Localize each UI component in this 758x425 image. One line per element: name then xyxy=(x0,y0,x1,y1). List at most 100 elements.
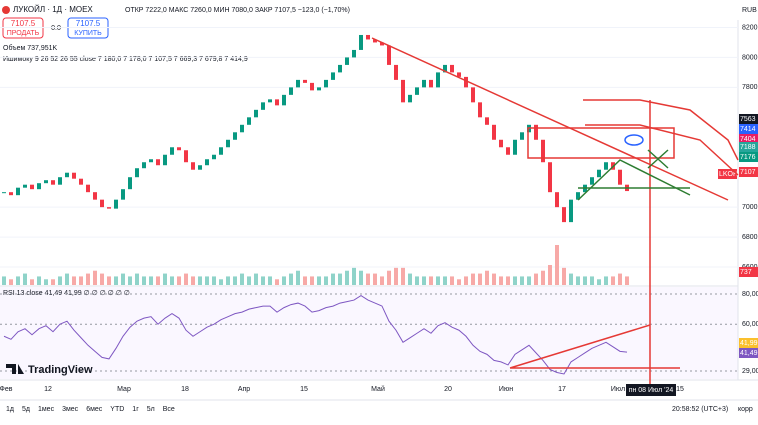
volume-bar xyxy=(51,279,55,285)
sell-button[interactable] xyxy=(2,17,44,39)
volume-bar xyxy=(429,276,433,285)
volume-bar xyxy=(583,276,587,285)
candle xyxy=(604,162,608,170)
price-label-box xyxy=(739,114,758,124)
volume-bar xyxy=(520,276,524,285)
volume-bar xyxy=(2,276,6,285)
volume-bar xyxy=(352,267,356,285)
trend-line xyxy=(371,37,729,201)
candle xyxy=(499,139,503,148)
x-tick-label: Июл xyxy=(611,386,625,393)
range-button[interactable]: 1д xyxy=(6,406,14,413)
marks: 82008000780070006800660080,0060,0029,007… xyxy=(0,24,758,393)
volume-bar xyxy=(541,270,545,285)
candle xyxy=(485,117,489,125)
volume-bar xyxy=(107,276,111,285)
candle xyxy=(240,124,244,133)
volume-bar xyxy=(562,267,566,285)
candle xyxy=(58,177,62,185)
volume-bar xyxy=(79,276,83,285)
range-button[interactable]: 5л xyxy=(147,406,155,413)
y-tick-label: 7000 xyxy=(742,204,758,211)
annotations xyxy=(371,37,739,385)
candle xyxy=(177,147,181,151)
candle xyxy=(450,64,454,73)
candle xyxy=(191,162,195,170)
currency: RUB xyxy=(742,7,757,14)
volume-bar xyxy=(142,276,146,285)
volume-bar xyxy=(366,273,370,285)
x-tick-label: Апр xyxy=(238,386,250,393)
volume-bar xyxy=(436,276,440,285)
candle xyxy=(555,192,559,208)
x-tick-label: Май xyxy=(371,385,385,393)
volume-bar xyxy=(268,276,272,285)
clock: 20:58:52 (UTC+3) xyxy=(672,406,728,413)
x-tick-label: 12 xyxy=(44,386,52,393)
circle-mark xyxy=(624,134,644,146)
spread: 0.0 xyxy=(51,25,61,32)
range-button[interactable]: 6мес xyxy=(86,406,103,413)
range-button[interactable]: Все xyxy=(163,406,175,413)
buy-button[interactable] xyxy=(67,17,109,39)
price-label-box xyxy=(739,152,758,162)
range-button[interactable]: 1мес xyxy=(38,406,55,413)
candle xyxy=(135,168,139,178)
volume-bar xyxy=(380,276,384,285)
candle xyxy=(618,169,622,185)
x-tick-label: 18 xyxy=(181,386,189,393)
candle xyxy=(170,147,174,155)
volume-bar xyxy=(443,276,447,285)
candle xyxy=(303,79,307,83)
range-button[interactable]: 5д xyxy=(22,406,30,413)
volume-bar xyxy=(156,276,160,285)
candle xyxy=(478,102,482,118)
volume-bar xyxy=(261,276,265,285)
candle xyxy=(429,79,433,88)
symbol: ЛУКОЙЛ · 1Д · MOEX xyxy=(13,5,93,14)
y-tick-label: 6800 xyxy=(742,234,758,241)
ichimoku-legend: Ишимоку 9 26 52 26 55 close 7 180,0 7 17… xyxy=(3,56,248,63)
volume-bar xyxy=(394,267,398,285)
volume-bar xyxy=(149,276,153,285)
range-button[interactable]: 1г xyxy=(132,406,139,413)
volume-bar xyxy=(625,276,629,285)
candle xyxy=(394,64,398,80)
rsi-legend: RSI 13 close 41,49 41,99 ∅ ∅ ∅ ∅ ∅ ∅ xyxy=(3,290,130,297)
price-label-box xyxy=(739,134,758,144)
candle xyxy=(156,159,160,166)
candle xyxy=(541,139,545,163)
volume-bar xyxy=(387,270,391,285)
ohlc: ОТКР 7222,0 МАКС 7260,0 МИН 7080,0 ЗАКР … xyxy=(125,7,350,14)
volume-bar xyxy=(604,276,608,285)
candle xyxy=(128,177,132,190)
range-button[interactable]: YTD xyxy=(110,406,124,413)
price-label: LKOH xyxy=(719,171,738,178)
candle xyxy=(436,72,440,88)
volume-bar xyxy=(247,276,251,285)
volume-bar xyxy=(191,276,195,285)
volume-bar xyxy=(485,270,489,285)
candle xyxy=(534,124,538,140)
rsi-line xyxy=(3,294,628,375)
symbol-icon xyxy=(2,6,10,14)
price-label: 737 xyxy=(740,269,752,276)
candle xyxy=(282,94,286,106)
candle xyxy=(2,192,6,194)
volume-bar xyxy=(177,276,181,285)
sell-price: 7107.5 xyxy=(11,19,36,28)
candle xyxy=(268,99,272,103)
candle xyxy=(205,159,209,166)
volume-bar xyxy=(65,273,69,285)
candle xyxy=(114,199,118,209)
volume-bar xyxy=(345,270,349,285)
price-label: 7176 xyxy=(740,154,756,161)
candle xyxy=(520,132,524,140)
volume-bar xyxy=(401,267,405,285)
volume-bar xyxy=(303,276,307,285)
price-label: 7414 xyxy=(740,126,756,133)
range-button[interactable]: 3мес xyxy=(62,406,79,413)
volume-bar xyxy=(555,245,559,285)
candle xyxy=(569,199,573,223)
volume-bar xyxy=(338,273,342,285)
